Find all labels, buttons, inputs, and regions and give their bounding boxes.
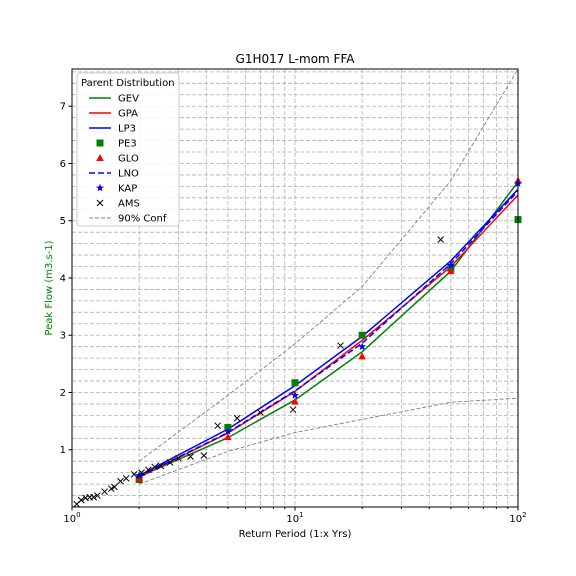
y-tick-label: 1 [60,445,66,456]
data-point-ams [289,406,297,414]
legend-label-glo: GLO [118,154,139,165]
x-tick-label: 102 [509,511,526,525]
data-point-ams [214,422,222,430]
data-point-glo [447,267,455,275]
y-tick-label: 3 [60,331,66,342]
legend-swatch-pe3 [96,139,104,147]
series-line-gev [138,181,519,478]
data-point-kap [358,342,367,351]
legend-label-gev: GEV [118,94,139,105]
data-point-ams [157,462,165,470]
legend-label-90-conf: 90% Conf [118,214,167,225]
y-tick-label: 6 [60,159,66,170]
data-point-ams [151,463,159,471]
data-point-ams [90,493,97,501]
legend-swatch-kap [96,183,104,192]
series-line-lp3 [138,188,519,477]
x-axis-label: Return Period (1:x Yrs) [239,529,352,540]
legend-swatch-glo [96,154,104,161]
y-tick-label: 4 [60,273,66,284]
axis-layer: 1 2 3 4 5 6 7 100 101 102 [60,102,527,525]
data-point-ams [200,452,208,459]
legend-entries: GEV GPA LP3 PE3 GLO LNO KAP AMS 90% Conf [89,94,167,225]
data-point-kap [446,261,455,269]
data-point-pe3 [358,331,366,339]
series-line-90-conf [138,68,519,462]
legend-swatch-ams [96,199,104,207]
data-point-ams [77,496,85,504]
data-point-ams [175,454,182,462]
data-point-ams [111,483,118,491]
data-point-ams [166,458,174,466]
data-point-ams [94,492,101,499]
legend-label-kap: KAP [118,184,137,195]
data-point-ams [337,342,344,349]
legend-label-gpa: GPA [118,109,138,120]
series-line-conf-lower [138,397,519,485]
legend: Parent Distribution GEV GPA LP3 PE3 GLO LNO KA… [76,72,180,227]
data-point-ams [117,477,124,485]
legend-label-ams: AMS [118,199,140,210]
data-point-kap [291,391,299,399]
data-point-ams [107,485,115,493]
data-point-ams [187,453,194,460]
y-tick-label: 5 [60,216,66,227]
data-point-ams [130,471,138,478]
data-point-ams [145,466,152,474]
y-tick-label: 2 [60,388,66,399]
data-layer [73,68,522,508]
legend-label-lno: LNO [118,169,139,180]
y-tick-label: 7 [60,102,66,113]
data-point-glo [135,474,143,482]
x-tick-label: 100 [63,511,80,525]
data-point-pe3 [291,379,299,387]
data-point-ams [138,469,145,477]
data-point-glo [291,397,299,405]
data-point-ams [122,475,130,482]
chart-title: G1H017 L-mom FFA [236,52,356,66]
data-point-ams [101,488,108,495]
data-point-glo [358,352,366,360]
data-point-glo [224,433,232,441]
x-tick-label: 101 [286,511,303,525]
data-point-ams [233,414,241,422]
legend-title: Parent Distribution [81,78,175,89]
y-axis-label: Peak Flow (m3.s-1) [44,240,55,335]
legend-label-lp3: LP3 [118,124,136,135]
legend-label-pe3: PE3 [118,139,137,150]
data-point-ams [257,409,264,416]
data-point-kap [223,427,232,435]
series-line-lno [138,190,519,478]
data-point-ams [437,236,445,243]
